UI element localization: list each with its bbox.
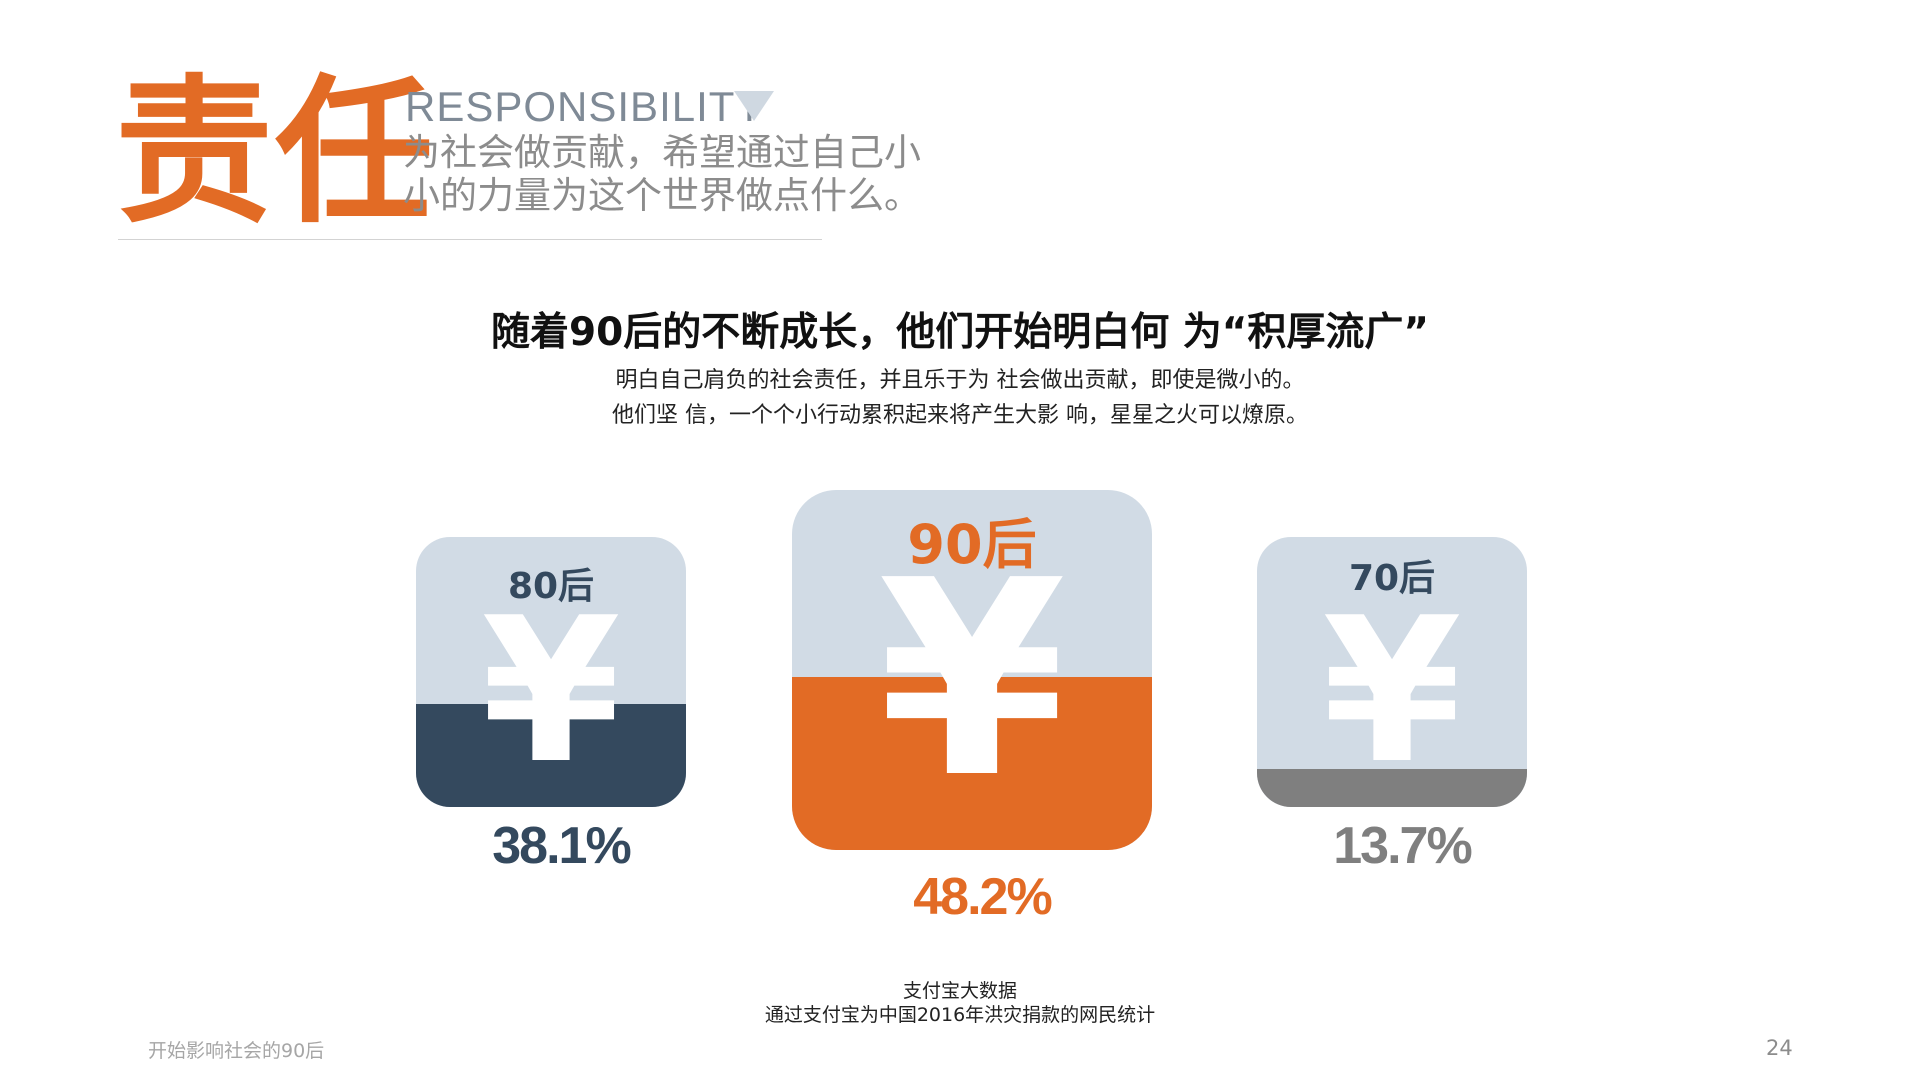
- card-fill: [792, 677, 1152, 850]
- generation-label: 70后: [1348, 558, 1436, 599]
- percent-label: 13.7%: [1333, 817, 1472, 875]
- header-divider: [118, 239, 822, 240]
- yuan-icon: ¥: [1322, 575, 1462, 807]
- card-90s: ¥ 90后: [792, 490, 1152, 850]
- card-80s: ¥ 80后: [416, 537, 686, 807]
- source-label: 支付宝大数据: [902, 980, 1017, 1002]
- percent-label: 48.2%: [913, 868, 1052, 926]
- intro-line-1: 明白自己肩负的社会责任，并且乐于为 社会做出贡献，即使是微小的。: [615, 368, 1305, 393]
- english-title: RESPONSIBILITY: [405, 83, 765, 130]
- yuan-icon: ¥: [878, 522, 1066, 837]
- generation-label: 90后: [907, 513, 1037, 576]
- generation-label: 80后: [507, 566, 595, 607]
- page-subtitle: 为社会做贡献，希望通过自己小小的力量为这个世界做点什么。: [403, 131, 921, 217]
- source-description: 通过支付宝为中国2016年洪灾捐款的网民统计: [764, 1004, 1156, 1026]
- footer-text: 开始影响社会的90后: [148, 1040, 325, 1062]
- intro-line-2: 他们坚 信，一个个小行动累积起来将产生大影 响，星星之火可以燎原。: [612, 403, 1308, 428]
- headline: 随着90后的不断成长，他们开始明白何 为“积厚流广”: [490, 310, 1430, 355]
- page-number: 24: [1766, 1036, 1793, 1060]
- card-fill: [1257, 769, 1527, 807]
- percent-label: 38.1%: [492, 817, 631, 875]
- card-70s: ¥ 70后: [1257, 537, 1527, 807]
- triangle-down-icon: [734, 91, 774, 121]
- page-title: 责任: [115, 61, 435, 245]
- yuan-icon: ¥: [481, 575, 621, 807]
- card-fill: [416, 704, 686, 807]
